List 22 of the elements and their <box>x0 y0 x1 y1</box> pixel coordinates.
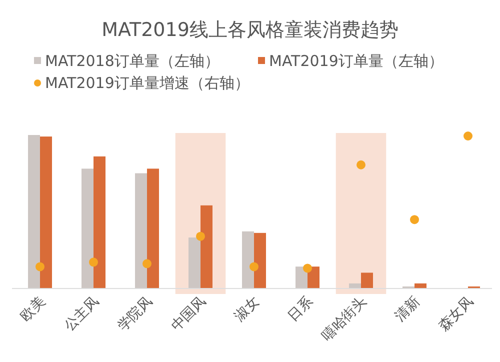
legend-label: MAT2019订单量增速（右轴） <box>45 74 250 92</box>
x-tick-label: 清新 <box>392 294 424 325</box>
x-tick-label: 学院风 <box>114 294 156 335</box>
x-tick-label: 中国风 <box>168 294 210 335</box>
x-tick-label: 日系 <box>285 294 316 325</box>
legend-label: MAT2018订单量（左轴） <box>45 52 220 70</box>
x-tick-label: 森女风 <box>436 294 477 335</box>
point <box>36 262 44 272</box>
point <box>89 258 98 267</box>
point <box>303 264 312 273</box>
x-tick-label: 欧美 <box>18 294 49 325</box>
point <box>464 132 472 140</box>
point <box>250 262 258 272</box>
point <box>356 160 366 170</box>
point <box>142 259 152 268</box>
point <box>410 215 419 224</box>
chart-title: MAT2019线上各风格童装消费趋势 <box>102 19 398 41</box>
legend-label: MAT2019订单量（左轴） <box>269 52 444 70</box>
point <box>196 232 205 241</box>
x-tick-label: 嘻哈街头 <box>318 294 370 344</box>
x-tick-label: 公主风 <box>61 294 102 335</box>
x-tick-label: 淑女 <box>232 294 263 325</box>
